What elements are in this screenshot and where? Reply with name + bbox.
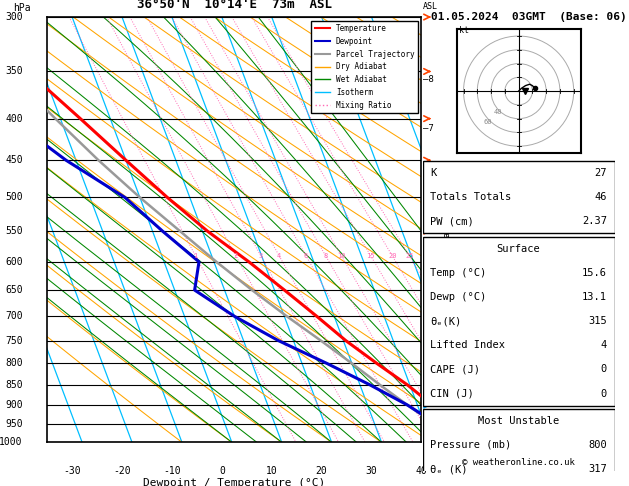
Text: 01.05.2024  03GMT  (Base: 06): 01.05.2024 03GMT (Base: 06) [431,12,626,22]
Text: 0: 0 [601,388,607,399]
Text: Dewpoint / Temperature (°C): Dewpoint / Temperature (°C) [143,478,325,486]
Text: 2.37: 2.37 [582,216,607,226]
Text: 1: 1 [194,253,198,259]
Text: 20: 20 [388,253,396,259]
Text: -20: -20 [113,466,131,476]
Text: 317: 317 [588,464,607,474]
Text: 350: 350 [5,67,23,76]
Legend: Temperature, Dewpoint, Parcel Trajectory, Dry Adiabat, Wet Adiabat, Isotherm, Mi: Temperature, Dewpoint, Parcel Trajectory… [311,21,418,113]
Text: Most Unstable: Most Unstable [478,416,559,426]
Text: 27: 27 [594,168,607,178]
Text: 700: 700 [5,311,23,321]
Text: PW (cm): PW (cm) [430,216,474,226]
Text: 10: 10 [266,466,277,476]
Text: 750: 750 [5,336,23,346]
Text: Dewp (°C): Dewp (°C) [430,292,487,302]
Text: 3: 3 [259,253,263,259]
Text: 36°50'N  10°14'E  73m  ASL: 36°50'N 10°14'E 73m ASL [136,0,332,11]
Text: 4: 4 [277,253,281,259]
Bar [423,161,615,233]
Text: 40: 40 [494,109,502,115]
Text: 800: 800 [5,359,23,368]
Text: CAPE (J): CAPE (J) [430,364,481,374]
Text: –6: –6 [423,173,433,182]
Text: 8: 8 [323,253,328,259]
Text: Surface: Surface [497,243,540,254]
Text: Temp (°C): Temp (°C) [430,268,487,278]
Text: 450: 450 [5,155,23,165]
Bar [423,409,615,486]
Text: 15: 15 [367,253,375,259]
Text: 1000: 1000 [0,437,23,447]
Text: 46: 46 [594,192,607,202]
Text: 650: 650 [5,285,23,295]
Text: –1: –1 [423,400,433,409]
Text: 60: 60 [483,119,492,125]
Text: 800: 800 [588,440,607,450]
Text: 0: 0 [601,364,607,374]
Text: Lifted Index: Lifted Index [430,340,505,350]
Text: θₑ(K): θₑ(K) [430,316,462,326]
Text: 500: 500 [5,192,23,203]
Text: 0: 0 [219,466,225,476]
Text: 6: 6 [304,253,308,259]
Text: hPa: hPa [13,3,31,13]
Text: Pressure (mb): Pressure (mb) [430,440,511,450]
Text: –7: –7 [423,124,433,133]
Text: 400: 400 [5,114,23,123]
Text: 315: 315 [588,316,607,326]
Text: 850: 850 [5,380,23,390]
Text: 30: 30 [365,466,377,476]
Text: –2: –2 [423,357,433,366]
Text: 20: 20 [316,466,328,476]
Text: 40: 40 [416,466,427,476]
Text: 600: 600 [5,257,23,267]
Text: 10: 10 [337,253,345,259]
Text: 550: 550 [5,226,23,236]
Text: Totals Totals: Totals Totals [430,192,511,202]
Text: 900: 900 [5,400,23,410]
Text: © weatheronline.co.uk: © weatheronline.co.uk [462,458,575,467]
Text: –5: –5 [423,220,433,229]
Text: –3: –3 [423,312,433,321]
Text: K: K [430,168,437,178]
Text: –4: –4 [423,267,433,276]
Text: LCL: LCL [423,423,438,432]
Text: –8: –8 [423,75,433,84]
Text: 25: 25 [405,253,414,259]
Text: -10: -10 [163,466,181,476]
Text: kt: kt [459,26,469,35]
Bar [423,237,615,406]
Text: km
ASL: km ASL [423,0,438,11]
Text: 15.6: 15.6 [582,268,607,278]
Text: -30: -30 [64,466,81,476]
Text: 2: 2 [234,253,238,259]
Text: θₑ (K): θₑ (K) [430,464,468,474]
Text: 950: 950 [5,419,23,429]
Text: 13.1: 13.1 [582,292,607,302]
Text: 4: 4 [601,340,607,350]
Text: Mixing Ratio (g/kg): Mixing Ratio (g/kg) [443,182,452,277]
Text: 300: 300 [5,12,23,22]
Text: CIN (J): CIN (J) [430,388,474,399]
